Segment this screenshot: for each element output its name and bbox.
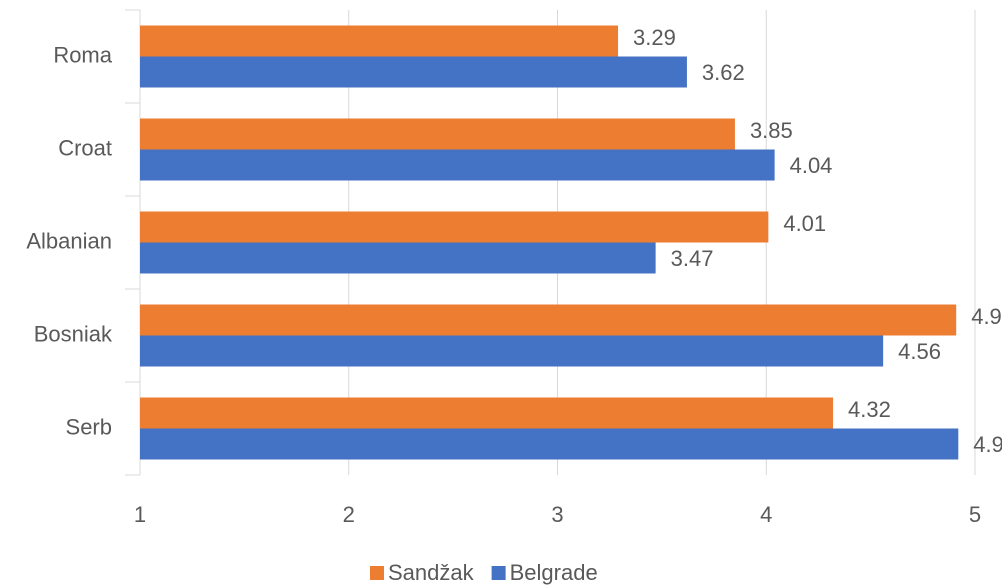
x-tick-label: 3 xyxy=(551,502,563,527)
legend-swatch xyxy=(370,566,384,580)
x-tick-label: 5 xyxy=(969,502,981,527)
data-label: 3.85 xyxy=(750,118,793,143)
bar xyxy=(140,25,619,57)
data-label: 4.92 xyxy=(973,432,1002,457)
bar xyxy=(140,149,775,181)
y-tick-label: Bosniak xyxy=(34,321,113,346)
x-tick-label: 1 xyxy=(134,502,146,527)
bar xyxy=(140,242,656,274)
data-label: 4.32 xyxy=(848,397,891,422)
legend-label: Sandžak xyxy=(388,560,475,585)
bar xyxy=(140,397,834,429)
y-tick-label: Serb xyxy=(66,414,112,439)
x-tick-label: 4 xyxy=(760,502,772,527)
bar xyxy=(140,304,957,336)
y-tick-label: Albanian xyxy=(26,228,112,253)
bar xyxy=(140,211,769,243)
legend-swatch xyxy=(491,566,506,580)
bar xyxy=(140,335,884,367)
y-tick-label: Croat xyxy=(58,135,112,160)
data-label: 4.04 xyxy=(790,153,833,178)
legend-label: Belgrade xyxy=(510,560,598,585)
x-tick-label: 2 xyxy=(343,502,355,527)
y-tick-label: Roma xyxy=(53,42,112,67)
data-label: 4.91 xyxy=(971,304,1002,329)
data-label: 3.47 xyxy=(671,246,714,271)
data-label: 4.56 xyxy=(898,339,941,364)
data-label: 4.01 xyxy=(783,211,826,236)
bar xyxy=(140,428,959,460)
bar xyxy=(140,56,687,88)
data-label: 3.29 xyxy=(633,25,676,50)
bar xyxy=(140,118,735,150)
data-label: 3.62 xyxy=(702,60,745,85)
